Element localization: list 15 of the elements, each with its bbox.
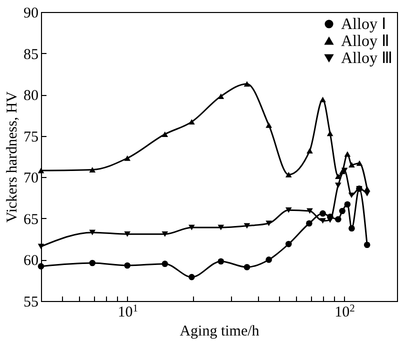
- y-tick-label: 75: [24, 129, 38, 146]
- legend-label: Alloy Ⅰ: [341, 16, 386, 33]
- y-tick-label: 90: [24, 6, 38, 22]
- y-tick-label: 70: [24, 170, 38, 187]
- legend-label: Alloy Ⅱ: [341, 33, 390, 50]
- x-tick-label: 10$^{1}$: [118, 303, 138, 320]
- y-tick-label: 65: [24, 212, 38, 228]
- y-axis-title: Vickers hardness, HV: [4, 91, 20, 223]
- y-tick-label: 80: [24, 88, 38, 104]
- legend-label: Alloy Ⅲ: [341, 50, 392, 67]
- x-tick-label: 10$^{2}$: [334, 303, 355, 320]
- y-tick-label: 55: [24, 294, 38, 310]
- y-tick-label: 85: [24, 46, 38, 63]
- y-tick-label: 60: [24, 253, 38, 270]
- x-axis-title: Aging time/h: [180, 324, 260, 340]
